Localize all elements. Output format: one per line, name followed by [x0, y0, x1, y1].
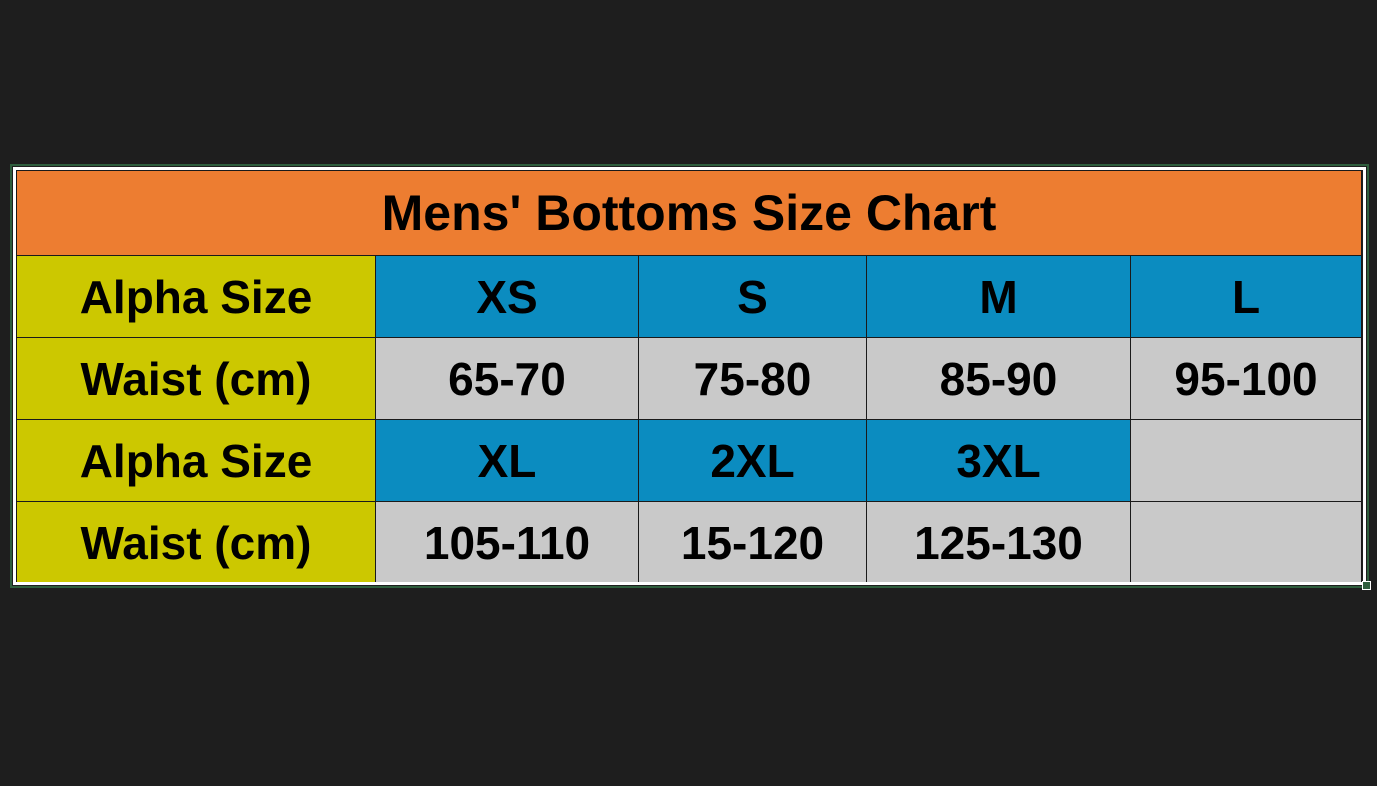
cell-alpha-3xl: 3XL [866, 419, 1131, 502]
cell-alpha-2xl: 2XL [638, 419, 867, 502]
cell-alpha-m: M [866, 255, 1131, 338]
table-row-waist-1: Waist (cm) 65-70 75-80 85-90 95-100 [16, 337, 1363, 420]
cell-waist-empty [1129, 501, 1363, 584]
table-row-alpha-2: Alpha Size XL 2XL 3XL [16, 419, 1363, 502]
row-label-alpha-size-2: Alpha Size [16, 419, 376, 502]
table-row-waist-2: Waist (cm) 105-110 15-120 125-130 [16, 501, 1363, 584]
cell-waist-3xl: 125-130 [866, 501, 1131, 584]
cell-waist-m: 85-90 [866, 337, 1131, 420]
cell-alpha-l: L [1129, 255, 1363, 338]
table-row-alpha-1: Alpha Size XS S M L [16, 255, 1363, 338]
fill-handle[interactable] [1362, 581, 1371, 590]
cell-waist-s: 75-80 [638, 337, 867, 420]
row-label-waist-2: Waist (cm) [16, 501, 376, 584]
chart-title: Mens' Bottoms Size Chart [15, 170, 1363, 256]
cell-alpha-xl: XL [375, 419, 639, 502]
cell-alpha-empty [1129, 419, 1363, 502]
row-label-waist-1: Waist (cm) [16, 337, 376, 420]
cell-waist-2xl: 15-120 [638, 501, 867, 584]
cell-waist-xl: 105-110 [375, 501, 639, 584]
cell-alpha-xs: XS [375, 255, 639, 338]
row-label-alpha-size-1: Alpha Size [16, 255, 376, 338]
size-chart-table: Mens' Bottoms Size Chart Alpha Size XS S… [15, 170, 1363, 584]
table-row-title: Mens' Bottoms Size Chart [15, 170, 1363, 256]
cell-waist-l: 95-100 [1129, 337, 1363, 420]
cell-waist-xs: 65-70 [375, 337, 639, 420]
cell-alpha-s: S [638, 255, 867, 338]
